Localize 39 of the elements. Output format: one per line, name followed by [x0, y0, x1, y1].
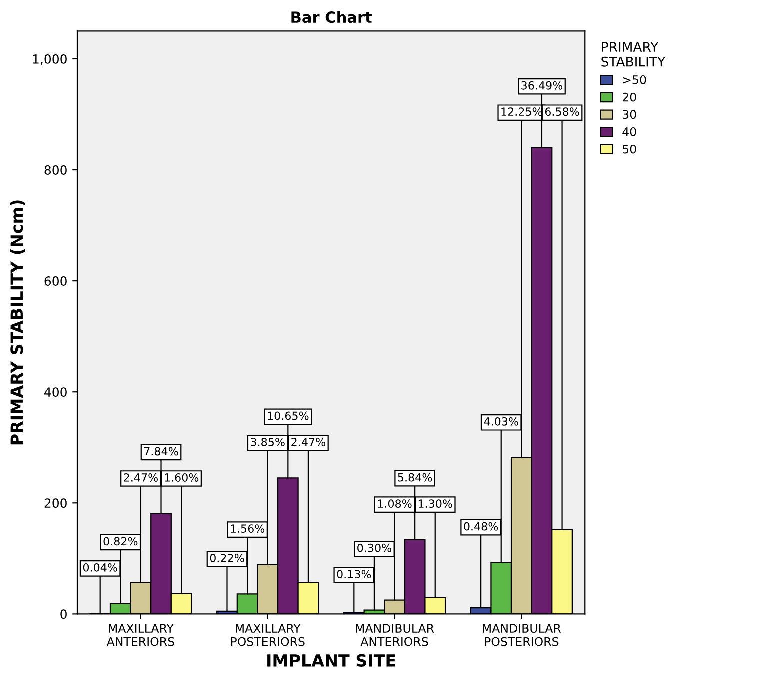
annotation: 6.58% — [545, 108, 580, 116]
annotation: 0.04% — [83, 563, 118, 572]
annotation: 36.49% — [522, 81, 563, 90]
annotation: 0.30% — [358, 544, 392, 552]
annotation: 1.08% — [378, 500, 412, 508]
x-tick-label: MANDIBULAR ANTERIORS — [356, 624, 434, 646]
annotation: 2.47% — [292, 438, 326, 446]
annotation: 0.13% — [337, 570, 372, 579]
y-tick-label: 800 — [44, 166, 67, 175]
legend-label: >50 — [623, 76, 646, 84]
annotation: 0.48% — [464, 522, 498, 531]
annotation: 3.85% — [251, 438, 285, 446]
legend-label: 30 — [622, 110, 636, 120]
y-tick-label: 600 — [44, 276, 67, 286]
legend-label: 50 — [622, 144, 636, 154]
annotation: 0.82% — [104, 537, 138, 546]
annotation: 0.22% — [210, 554, 244, 562]
annotation: 4.03% — [484, 417, 518, 426]
x-tick-label: MAXILLARY ANTERIORS — [106, 624, 174, 646]
legend-label: 20 — [622, 92, 636, 102]
y-tick-label: 0 — [60, 610, 67, 620]
annotation: 5.84% — [398, 473, 432, 482]
y-tick-label: 400 — [44, 388, 67, 398]
y-tick-label: 1,000 — [33, 54, 67, 66]
x-tick-label: MAXILLARY POSTERIORS — [231, 624, 305, 646]
annotation: 1.30% — [418, 500, 452, 508]
annotation: 1.60% — [165, 474, 199, 482]
legend-label: 40 — [622, 127, 636, 136]
annotation: 2.47% — [124, 474, 158, 482]
annotation: 12.25% — [502, 108, 542, 116]
legend-title: PRIMARY STABILITY — [602, 42, 666, 67]
annotation: 10.65% — [268, 412, 309, 420]
chart-title: Bar Chart — [292, 11, 372, 24]
x-axis-title: IMPLANT SITE — [268, 654, 396, 668]
x-tick-label: MANDIBULAR POSTERIORS — [483, 624, 562, 646]
y-axis-title: PRIMARY STABILITY (Ncm) — [10, 200, 26, 445]
annotation: 7.84% — [144, 447, 178, 456]
annotation: 1.56% — [231, 524, 265, 534]
y-tick-label: 200 — [44, 498, 67, 508]
